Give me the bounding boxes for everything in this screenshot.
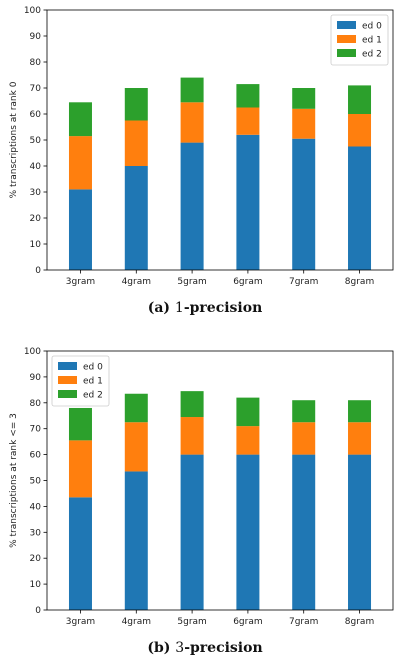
bar-4gram-ed0 xyxy=(124,471,148,610)
bar-5gram-ed0 xyxy=(180,142,204,270)
y-tick-label: 30 xyxy=(30,528,42,538)
bar-3gram-ed2 xyxy=(68,102,92,137)
bar-8gram-ed1 xyxy=(348,114,372,147)
x-tick-label: 6gram xyxy=(233,277,262,287)
bar-4gram-ed0 xyxy=(124,166,148,270)
chart-b: 0 10 20 30 40 50 60 70 80 90 100 3gram 4gram 5gram 6gr… xyxy=(9,347,394,627)
x-tick-label: 8gram xyxy=(345,617,374,627)
y-tick-label: 10 xyxy=(30,580,42,590)
y-tick-label: 10 xyxy=(30,240,42,250)
x-tick-label: 4gram xyxy=(122,617,151,627)
bar-8gram-ed0 xyxy=(348,454,372,610)
bar-5gram-ed1 xyxy=(180,417,204,455)
bar-7gram-ed2 xyxy=(292,400,316,423)
y-tick-label: 0 xyxy=(35,606,41,616)
bar-4gram-ed2 xyxy=(124,393,148,423)
bar-6gram-ed2 xyxy=(236,397,260,427)
bar-5gram-ed0 xyxy=(180,454,204,610)
bar-5gram-ed2 xyxy=(180,391,204,418)
y-tick-label: 90 xyxy=(30,32,42,42)
bar-8gram-ed2 xyxy=(348,85,372,114)
bar-3gram-ed0 xyxy=(68,497,92,610)
x-tick-label: 5gram xyxy=(177,277,206,287)
y-tick-label: 40 xyxy=(30,162,42,172)
legend-label: ed 0 xyxy=(362,22,382,32)
y-axis-label: % transcriptions at rank 0 xyxy=(9,81,19,198)
y-tick-label: 100 xyxy=(24,347,41,357)
y-tick-label: 60 xyxy=(30,110,42,120)
legend: ed 0 ed 1 ed 2 xyxy=(330,14,389,66)
bar-6gram-ed2 xyxy=(236,84,260,108)
legend-swatch-ed1 xyxy=(337,35,356,43)
bar-3gram-ed0 xyxy=(68,189,92,270)
bar-3gram-ed1 xyxy=(68,440,92,498)
bar-5gram-ed1 xyxy=(180,102,204,143)
legend-label: ed 2 xyxy=(362,50,382,60)
legend-label: ed 1 xyxy=(83,377,103,387)
legend-label: ed 0 xyxy=(83,363,103,373)
legend-swatch-ed0 xyxy=(58,362,77,370)
bar-7gram-ed0 xyxy=(292,454,316,610)
x-tick-label: 6gram xyxy=(233,617,262,627)
y-axis-label: % transcriptions at rank <= 3 xyxy=(9,413,19,548)
y-tick-label: 50 xyxy=(30,477,42,487)
bar-5gram-ed2 xyxy=(180,77,204,103)
x-tick-label: 7gram xyxy=(289,617,318,627)
bar-7gram-ed2 xyxy=(292,88,316,109)
bar-7gram-ed1 xyxy=(292,108,316,139)
bar-3gram-ed1 xyxy=(68,136,92,190)
x-tick-label: 3gram xyxy=(66,277,95,287)
bar-4gram-ed1 xyxy=(124,120,148,166)
bar-6gram-ed1 xyxy=(236,426,260,455)
x-tick-label: 7gram xyxy=(289,277,318,287)
bar-6gram-ed0 xyxy=(236,134,260,270)
bar-6gram-ed0 xyxy=(236,454,260,610)
legend-label: ed 2 xyxy=(83,391,103,401)
x-tick-label: 3gram xyxy=(66,617,95,627)
legend: ed 0 ed 1 ed 2 xyxy=(51,355,110,407)
y-tick-label: 50 xyxy=(30,136,42,146)
bar-7gram-ed0 xyxy=(292,138,316,270)
bar-8gram-ed2 xyxy=(348,400,372,423)
bar-8gram-ed0 xyxy=(348,146,372,270)
x-tick-label: 8gram xyxy=(345,277,374,287)
bar-7gram-ed1 xyxy=(292,422,316,455)
bar-6gram-ed1 xyxy=(236,107,260,135)
bar-4gram-ed1 xyxy=(124,422,148,472)
y-tick-label: 20 xyxy=(30,214,42,224)
legend-swatch-ed2 xyxy=(58,390,77,398)
legend-label: ed 1 xyxy=(362,36,382,46)
y-tick-label: 30 xyxy=(30,188,42,198)
y-tick-label: 100 xyxy=(24,6,41,16)
y-tick-label: 20 xyxy=(30,554,42,564)
bar-4gram-ed2 xyxy=(124,88,148,121)
y-tick-label: 0 xyxy=(35,266,41,276)
legend-swatch-ed1 xyxy=(58,376,77,384)
chart-a: 0 10 20 30 40 50 60 70 80 90 100 3gram 4gram 5gram 6gr… xyxy=(9,6,394,287)
y-tick-label: 40 xyxy=(30,502,42,512)
y-tick-label: 60 xyxy=(30,451,42,461)
legend-swatch-ed0 xyxy=(337,21,356,29)
legend-swatch-ed2 xyxy=(337,49,356,57)
y-tick-label: 80 xyxy=(30,399,42,409)
y-tick-label: 70 xyxy=(30,425,42,435)
x-tick-label: 5gram xyxy=(177,617,206,627)
y-tick-label: 70 xyxy=(30,84,42,94)
x-tick-label: 4gram xyxy=(122,277,151,287)
y-tick-label: 90 xyxy=(30,373,42,383)
y-tick-label: 80 xyxy=(30,58,42,68)
caption-a: (a) 1-precision xyxy=(148,300,263,316)
bar-3gram-ed2 xyxy=(68,407,92,441)
bar-8gram-ed1 xyxy=(348,422,372,455)
caption-b: (b) 3-precision xyxy=(147,640,262,656)
